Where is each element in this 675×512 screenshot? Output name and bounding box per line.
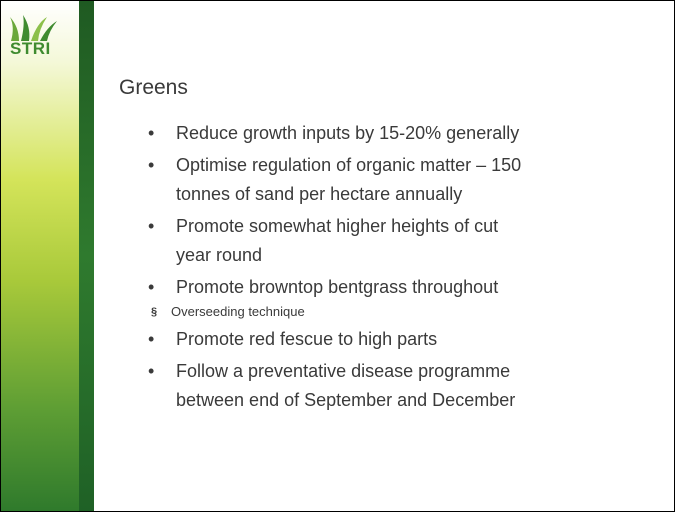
bullet-line: Promote red fescue to high parts [176, 329, 438, 349]
bullet-line: Reduce growth inputs by 15-20% generally [176, 123, 520, 143]
bullet: Optimise regulation of organic matter – … [148, 151, 521, 209]
bullet-line: tonnes of sand per hectare annually [176, 184, 463, 204]
logo-text: STRI [10, 39, 51, 58]
bullet: Reduce growth inputs by 15-20% generally [148, 119, 521, 148]
bullet-line: Promote somewhat higher heights of cut [176, 216, 499, 236]
bullet: Follow a preventative disease programme b… [148, 357, 521, 415]
sub-bullet: Overseeding technique [151, 301, 521, 323]
bullet-list: Reduce growth inputs by 15-20% generally… [148, 119, 521, 418]
bullet-line: year round [176, 245, 263, 265]
bullet-line: Optimise regulation of organic matter – … [176, 155, 522, 175]
bullet-line: Follow a preventative disease programme [176, 361, 511, 381]
slide-title: Greens [119, 76, 188, 99]
logo-icon [10, 15, 57, 41]
bullet-line: Promote browntop bentgrass throughout [176, 277, 499, 297]
side-gradient [1, 1, 79, 511]
bullet: Promote somewhat higher heights of cut ye… [148, 212, 521, 270]
bullet-line: between end of September and December [176, 390, 516, 410]
bullet: Promote red fescue to high parts [148, 325, 521, 354]
bullet: Promote browntop bentgrass throughout [148, 273, 521, 302]
side-band [79, 1, 94, 511]
